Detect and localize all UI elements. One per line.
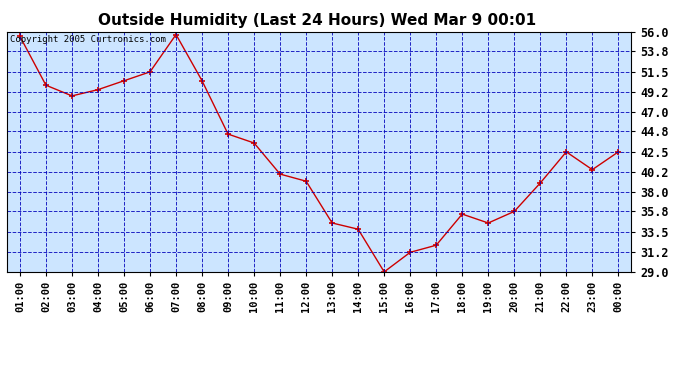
Text: Outside Humidity (Last 24 Hours) Wed Mar 9 00:01: Outside Humidity (Last 24 Hours) Wed Mar… (99, 13, 536, 28)
Text: Copyright 2005 Curtronics.com: Copyright 2005 Curtronics.com (10, 36, 166, 45)
